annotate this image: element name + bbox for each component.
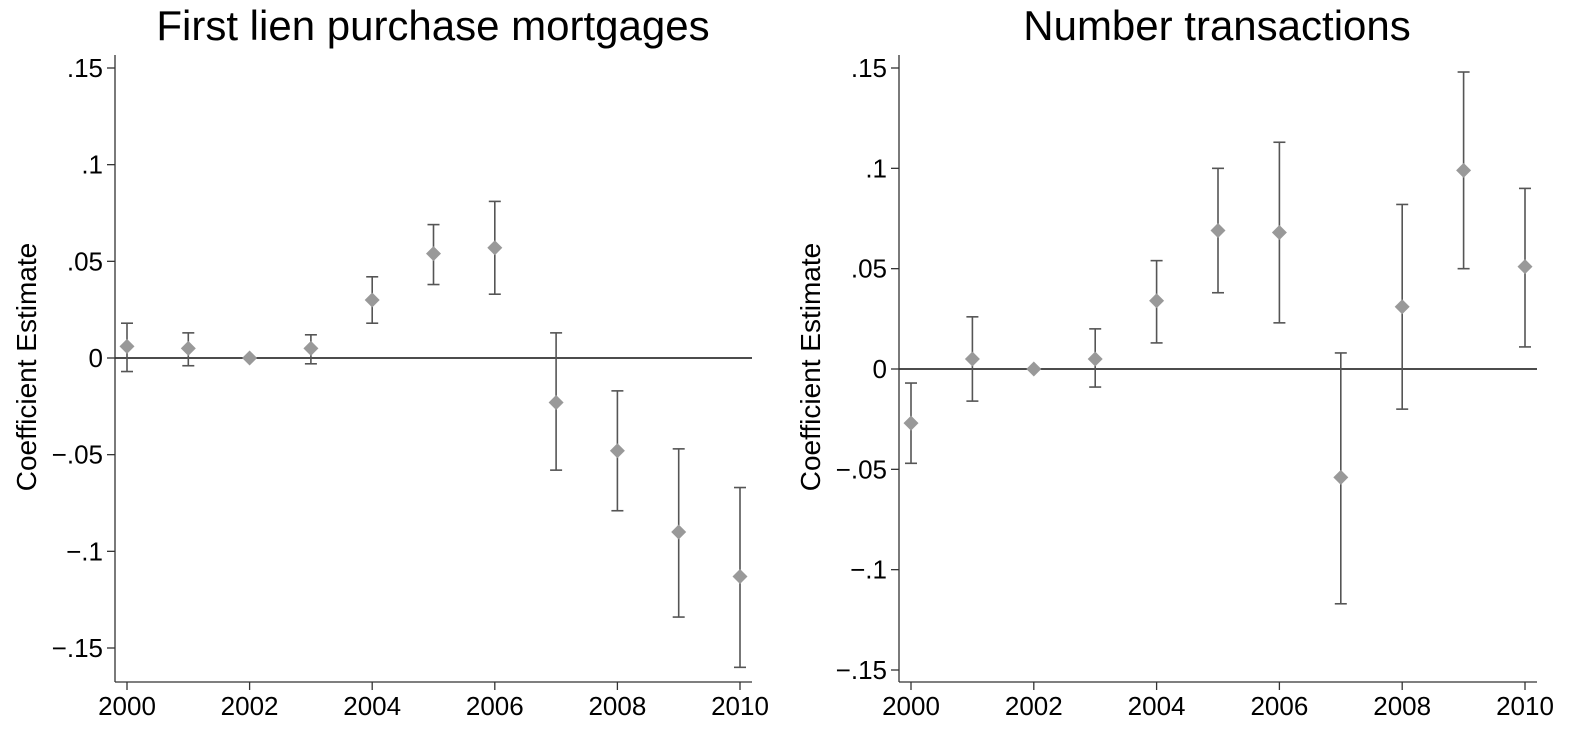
y-tick-label: −.15 xyxy=(52,633,103,663)
y-tick-label: 0 xyxy=(89,343,103,373)
chart-plot-area: .15 .1 .05 0 −.05 −.1 −.15 2000 2002 2004 2006 2008… xyxy=(52,53,769,721)
data-point-diamond xyxy=(303,340,319,356)
y-tick-label: .15 xyxy=(851,53,887,83)
y-tick-label: .1 xyxy=(81,150,103,180)
x-tick-label: 2006 xyxy=(1250,691,1308,721)
chart-panel-left: First lien purchase mortgages Coefficien… xyxy=(11,2,769,721)
data-point-diamond xyxy=(1456,162,1472,178)
y-tick-label: −.05 xyxy=(836,454,887,484)
x-tick-label: 2000 xyxy=(98,691,156,721)
data-point-diamond xyxy=(1087,351,1103,367)
x-tick-label: 2008 xyxy=(1373,691,1431,721)
x-tick-label: 2010 xyxy=(711,691,769,721)
y-tick-label: −.05 xyxy=(52,440,103,470)
y-tick-label: −.1 xyxy=(66,536,103,566)
chart-plot-area: .15 .1 .05 0 −.05 −.1 −.15 2000 2002 2004 2006 2008… xyxy=(836,53,1554,721)
x-tick-label: 2004 xyxy=(1128,691,1186,721)
x-tick-label: 2008 xyxy=(588,691,646,721)
chart-title: First lien purchase mortgages xyxy=(156,2,710,49)
data-point-diamond xyxy=(964,351,980,367)
data-point-diamond xyxy=(1517,259,1533,275)
y-tick-label: .1 xyxy=(865,153,887,183)
data-point-diamond xyxy=(903,415,919,431)
y-tick-label: .05 xyxy=(851,254,887,284)
x-tick-label: 2002 xyxy=(221,691,279,721)
data-point-diamond xyxy=(1026,361,1042,377)
data-point-diamond xyxy=(1394,299,1410,315)
data-point-diamond xyxy=(1210,223,1226,239)
data-point-diamond xyxy=(487,240,503,256)
x-tick-label: 2002 xyxy=(1005,691,1063,721)
y-tick-label: −.1 xyxy=(850,555,887,585)
data-point-diamond xyxy=(732,568,748,584)
data-point-diamond xyxy=(609,443,625,459)
x-tick-label: 2000 xyxy=(882,691,940,721)
x-tick-label: 2010 xyxy=(1496,691,1554,721)
data-point-diamond xyxy=(1271,225,1287,241)
data-point-diamond xyxy=(180,340,196,356)
y-tick-label: .15 xyxy=(67,53,103,83)
chart-panel-right: Number transactions Coefficient Estimate… xyxy=(795,0,1596,734)
y-tick-label: .05 xyxy=(67,246,103,276)
chart-title: Number transactions xyxy=(1023,2,1411,49)
data-point-diamond xyxy=(119,338,135,354)
data-point-diamond xyxy=(1149,293,1165,309)
data-point-diamond xyxy=(671,524,687,540)
y-tick-label: −.15 xyxy=(836,655,887,685)
x-tick-label: 2006 xyxy=(466,691,524,721)
data-point-diamond xyxy=(548,394,564,410)
y-tick-label: 0 xyxy=(873,354,887,384)
x-tick-label: 2004 xyxy=(343,691,401,721)
data-point-diamond xyxy=(1333,469,1349,485)
data-point-diamond xyxy=(364,292,380,308)
data-point-diamond xyxy=(242,350,258,366)
data-point-diamond xyxy=(426,246,441,262)
